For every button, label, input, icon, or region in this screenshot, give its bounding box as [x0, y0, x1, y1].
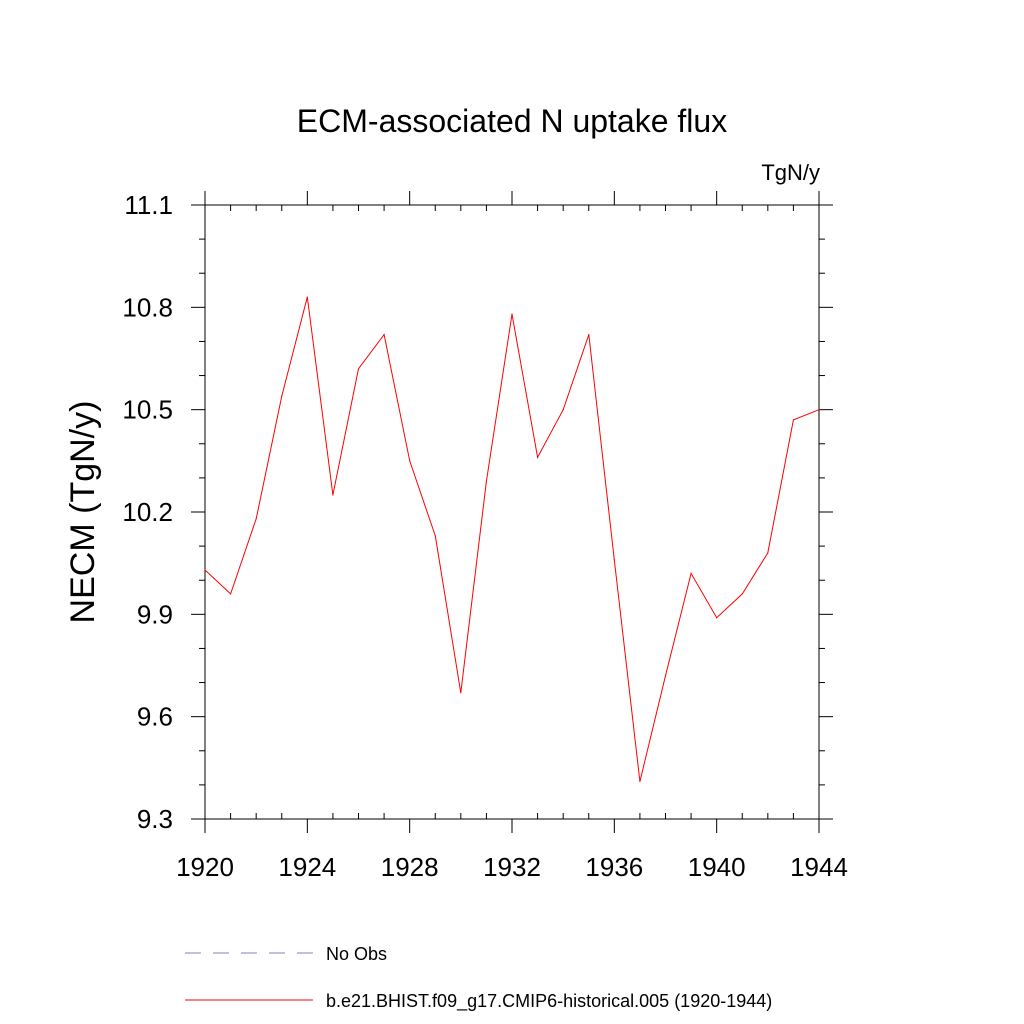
- data-point: [716, 617, 718, 619]
- y-tick-label: 9.3: [137, 804, 173, 834]
- y-tick-label: 10.2: [122, 497, 173, 527]
- legend: No Obs b.e21.BHIST.f09_g17.CMIP6-histori…: [185, 944, 772, 1012]
- data-point: [588, 334, 590, 336]
- data-point: [562, 409, 564, 411]
- minor-ticks: [199, 205, 825, 819]
- y-tick-label: 9.6: [137, 702, 173, 732]
- y-tick-label: 10.8: [122, 292, 173, 322]
- x-tick-label: 1940: [688, 852, 746, 882]
- data-point: [255, 518, 257, 520]
- major-ticks: [191, 191, 833, 833]
- data-point: [741, 593, 743, 595]
- x-tick-label: 1944: [790, 852, 848, 882]
- data-point: [639, 780, 641, 783]
- y-tick-label: 9.9: [137, 599, 173, 629]
- data-point: [229, 593, 232, 595]
- chart-title: ECM-associated N uptake flux: [297, 103, 727, 139]
- data-point: [485, 480, 488, 482]
- data-point: [332, 494, 334, 496]
- data-point: [536, 456, 539, 459]
- data-point: [204, 569, 206, 571]
- plot-frame: [204, 204, 820, 820]
- data-point: [818, 409, 820, 411]
- x-tick-labels: 1920 1924 1928 1932 1936 1940 1944: [176, 852, 848, 882]
- data-point: [357, 368, 360, 370]
- legend-label-historical: b.e21.BHIST.f09_g17.CMIP6-historical.005…: [326, 991, 772, 1012]
- data-point: [690, 572, 692, 575]
- data-point: [664, 675, 667, 677]
- data-point: [306, 296, 308, 298]
- x-tick-label: 1928: [381, 852, 439, 882]
- data-point: [511, 313, 513, 315]
- x-tick-label: 1924: [278, 852, 336, 882]
- units-label: TgN/y: [761, 160, 820, 185]
- data-point: [409, 460, 411, 462]
- data-point: [434, 535, 436, 537]
- y-tick-label: 10.5: [122, 395, 173, 425]
- y-tick-labels: 9.3 9.6 9.9 10.2 10.5 10.8 11.1: [122, 190, 173, 834]
- data-point: [460, 692, 462, 694]
- x-tick-label: 1920: [176, 852, 234, 882]
- y-tick-label: 11.1: [124, 190, 173, 220]
- data-point: [792, 419, 795, 421]
- legend-label-no-obs: No Obs: [326, 944, 387, 964]
- x-tick-label: 1932: [483, 852, 541, 882]
- y-axis-label: NECM (TgN/y): [64, 401, 102, 624]
- series-line-0: [204, 296, 820, 782]
- x-tick-label: 1936: [585, 852, 643, 882]
- data-point: [281, 395, 283, 397]
- data-point: [767, 552, 769, 554]
- data-point: [613, 559, 615, 561]
- series-layer: [204, 296, 820, 783]
- data-point: [383, 334, 385, 336]
